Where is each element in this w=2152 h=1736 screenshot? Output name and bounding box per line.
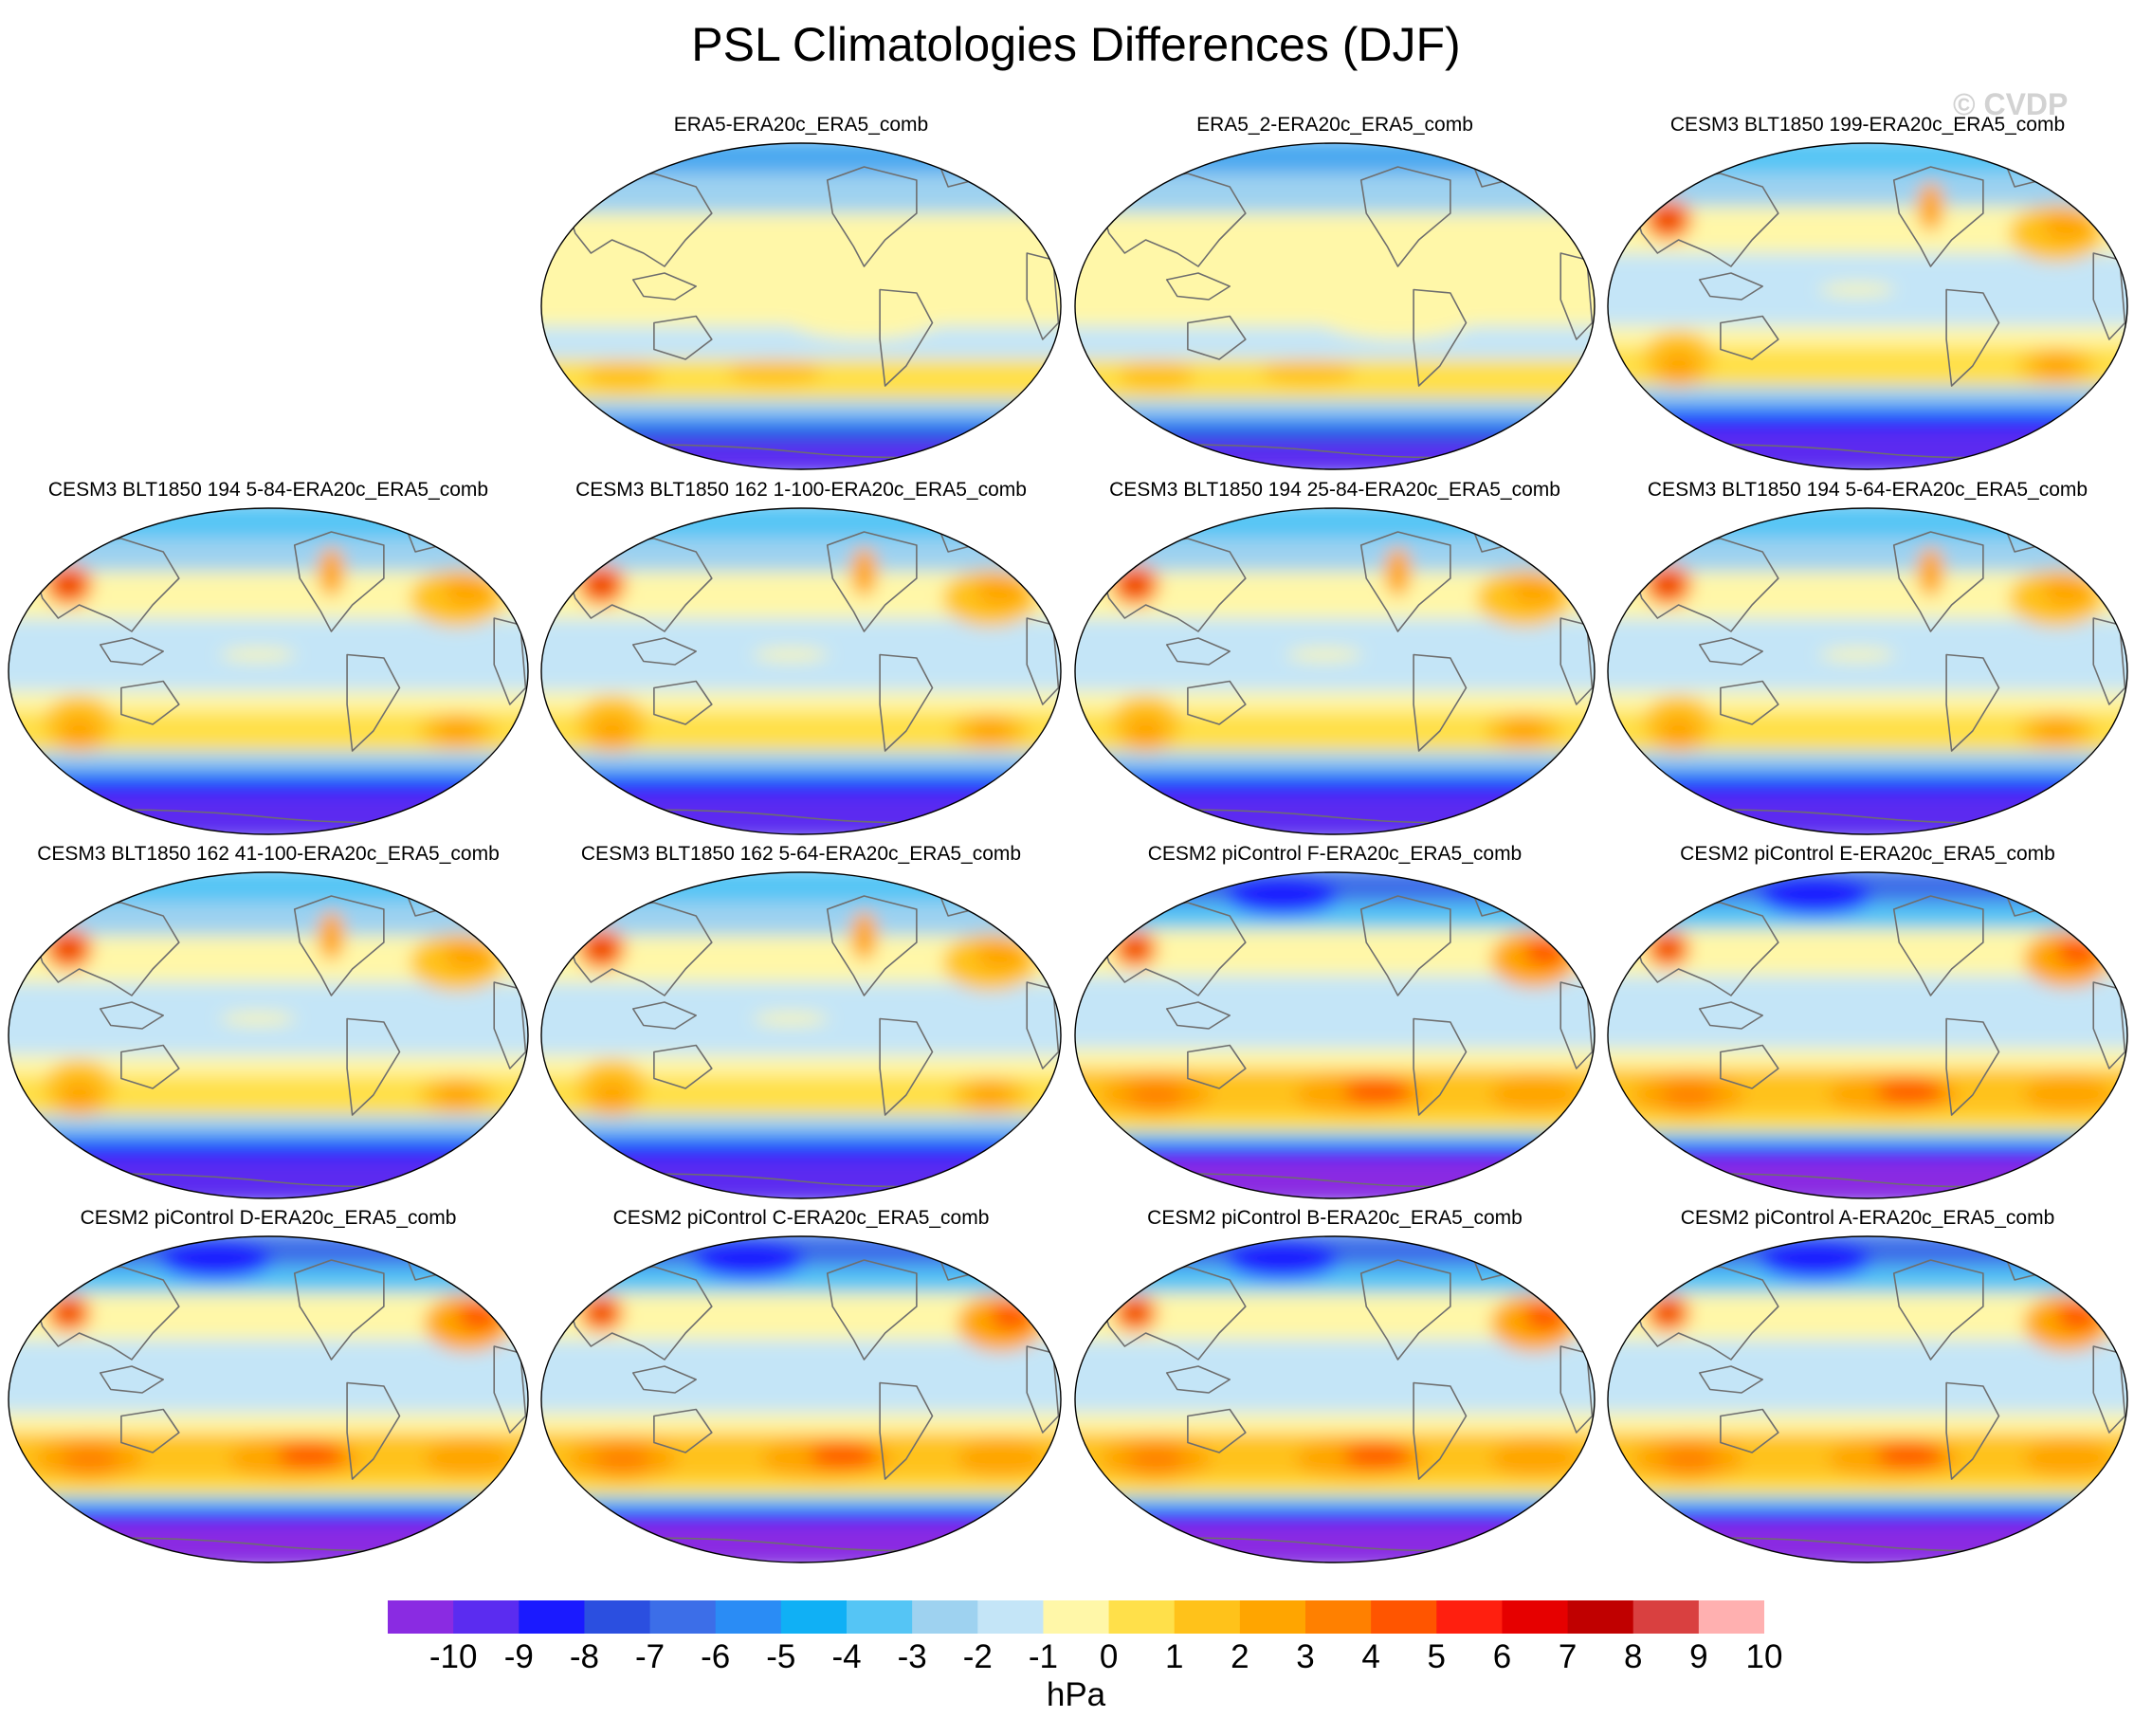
- psl-difference-map: [8, 1235, 529, 1563]
- panel-title: CESM2 piControl A-ERA20c_ERA5_comb: [1680, 1207, 2055, 1229]
- psl-difference-map: [540, 1235, 1062, 1563]
- psl-difference-map: [1074, 871, 1596, 1199]
- colorbar-tick-label: 4: [1361, 1638, 1380, 1675]
- map-panel: CESM3 BLT1850 194 5-64-ERA20c_ERA5_comb: [1602, 479, 2133, 839]
- panel-title: CESM2 piControl F-ERA20c_ERA5_comb: [1147, 843, 1523, 865]
- colorbar-swatch: [1174, 1600, 1241, 1634]
- colorbar-tick-label: -1: [1028, 1638, 1058, 1675]
- panel-title: CESM2 piControl C-ERA20c_ERA5_comb: [612, 1207, 990, 1229]
- panel-title: CESM3 BLT1850 199-ERA20c_ERA5_comb: [1669, 114, 2066, 136]
- map-panel: CESM2 piControl B-ERA20c_ERA5_comb: [1069, 1207, 1600, 1567]
- panel-title: CESM2 piControl E-ERA20c_ERA5_comb: [1680, 843, 2055, 865]
- map-panel: CESM3 BLT1850 162 1-100-ERA20c_ERA5_comb: [536, 479, 1067, 839]
- map-panel: ERA5_2-ERA20c_ERA5_comb: [1069, 114, 1600, 474]
- panel-title: CESM3 BLT1850 194 25-84-ERA20c_ERA5_comb: [1109, 479, 1560, 501]
- map-panel: ERA5-ERA20c_ERA5_comb: [536, 114, 1067, 474]
- colorbar-tick-label: 5: [1427, 1638, 1447, 1675]
- psl-difference-map: [540, 142, 1062, 470]
- psl-difference-map: [1607, 142, 2128, 470]
- colorbar-tick-label: -4: [831, 1638, 862, 1675]
- panel-title: CESM3 BLT1850 194 5-84-ERA20c_ERA5_comb: [47, 479, 489, 501]
- colorbar-tick-label: 7: [1558, 1638, 1578, 1675]
- colorbar-swatch: [1698, 1600, 1764, 1634]
- panel-title: CESM3 BLT1850 194 5-64-ERA20c_ERA5_comb: [1647, 479, 2088, 501]
- colorbar-tick-label: -10: [429, 1638, 478, 1675]
- panel-title: CESM2 piControl D-ERA20c_ERA5_comb: [80, 1207, 457, 1229]
- map-panel: CESM3 BLT1850 162 41-100-ERA20c_ERA5_com…: [3, 843, 534, 1203]
- colorbar-swatch: [1436, 1600, 1503, 1634]
- colorbar-swatch: [453, 1600, 520, 1634]
- psl-difference-map: [8, 871, 529, 1199]
- colorbar-swatch: [780, 1600, 848, 1634]
- colorbar-swatch: [1239, 1600, 1306, 1634]
- colorbar-swatch: [584, 1600, 651, 1634]
- colorbar-units: hPa: [1046, 1676, 1106, 1713]
- panel-title: ERA5-ERA20c_ERA5_comb: [673, 114, 929, 136]
- panel-title: CESM3 BLT1850 162 41-100-ERA20c_ERA5_com…: [37, 843, 500, 865]
- psl-difference-map: [1607, 507, 2128, 835]
- colorbar-swatch: [1371, 1600, 1437, 1634]
- colorbar-tick-label: -6: [701, 1638, 731, 1675]
- colorbar-tick-label: -9: [503, 1638, 534, 1675]
- colorbar-swatch: [388, 1600, 454, 1634]
- panel-title: ERA5_2-ERA20c_ERA5_comb: [1196, 114, 1473, 136]
- psl-difference-map: [1074, 142, 1596, 470]
- colorbar-swatch: [1632, 1600, 1700, 1634]
- colorbar-tick-label: -8: [569, 1638, 599, 1675]
- figure-title: PSL Climatologies Differences (DJF): [691, 18, 1461, 71]
- psl-difference-map: [8, 507, 529, 835]
- colorbar-swatch: [1502, 1600, 1569, 1634]
- colorbar-tick-label: -3: [897, 1638, 927, 1675]
- colorbar-tick-label: 10: [1745, 1638, 1783, 1675]
- colorbar-tick-label: 9: [1689, 1638, 1708, 1675]
- psl-difference-map: [1074, 507, 1596, 835]
- panel-title: CESM2 piControl B-ERA20c_ERA5_comb: [1147, 1207, 1523, 1229]
- colorbar-swatch: [1043, 1600, 1110, 1634]
- colorbar-swatch: [1305, 1600, 1372, 1634]
- colorbar-tick-label: 2: [1231, 1638, 1249, 1675]
- map-panel: CESM2 piControl D-ERA20c_ERA5_comb: [3, 1207, 534, 1567]
- map-panel: CESM3 BLT1850 199-ERA20c_ERA5_comb: [1602, 114, 2133, 474]
- psl-difference-map: [1074, 1235, 1596, 1563]
- map-panel: CESM3 BLT1850 194 25-84-ERA20c_ERA5_comb: [1069, 479, 1600, 839]
- colorbar-tick-label: -2: [962, 1638, 993, 1675]
- colorbar-swatch: [649, 1600, 717, 1634]
- colorbar-swatch: [715, 1600, 782, 1634]
- panel-title: CESM3 BLT1850 162 1-100-ERA20c_ERA5_comb: [575, 479, 1027, 501]
- map-panel: CESM2 piControl E-ERA20c_ERA5_comb: [1602, 843, 2133, 1203]
- psl-difference-map: [540, 507, 1062, 835]
- map-panel: CESM3 BLT1850 162 5-64-ERA20c_ERA5_comb: [536, 843, 1067, 1203]
- map-panel: CESM2 piControl A-ERA20c_ERA5_comb: [1602, 1207, 2133, 1567]
- colorbar-tick-label: 6: [1492, 1638, 1512, 1675]
- colorbar-swatch: [977, 1600, 1044, 1634]
- psl-difference-map: [1607, 871, 2128, 1199]
- colorbar-swatch: [1108, 1600, 1176, 1634]
- map-panel: CESM2 piControl C-ERA20c_ERA5_comb: [536, 1207, 1067, 1567]
- map-panel: CESM2 piControl F-ERA20c_ERA5_comb: [1069, 843, 1600, 1203]
- panel-title: CESM3 BLT1850 162 5-64-ERA20c_ERA5_comb: [580, 843, 1022, 865]
- colorbar-swatch: [912, 1600, 978, 1634]
- colorbar: [388, 1600, 1764, 1634]
- colorbar-tick-label: 0: [1099, 1638, 1119, 1675]
- cvdp-watermark: © CVDP: [1953, 87, 2069, 121]
- psl-difference-map: [1607, 1235, 2128, 1563]
- colorbar-tick-label: 1: [1164, 1638, 1184, 1675]
- map-panel: CESM3 BLT1850 194 5-84-ERA20c_ERA5_comb: [3, 479, 534, 839]
- colorbar-tick-label: -7: [635, 1638, 666, 1675]
- colorbar-swatch: [519, 1600, 585, 1634]
- psl-difference-map: [540, 871, 1062, 1199]
- colorbar-tick-label: 3: [1296, 1638, 1315, 1675]
- colorbar-tick-label: -5: [766, 1638, 796, 1675]
- colorbar-swatch: [1567, 1600, 1634, 1634]
- colorbar-tick-label: 8: [1623, 1638, 1643, 1675]
- colorbar-swatch: [847, 1600, 913, 1634]
